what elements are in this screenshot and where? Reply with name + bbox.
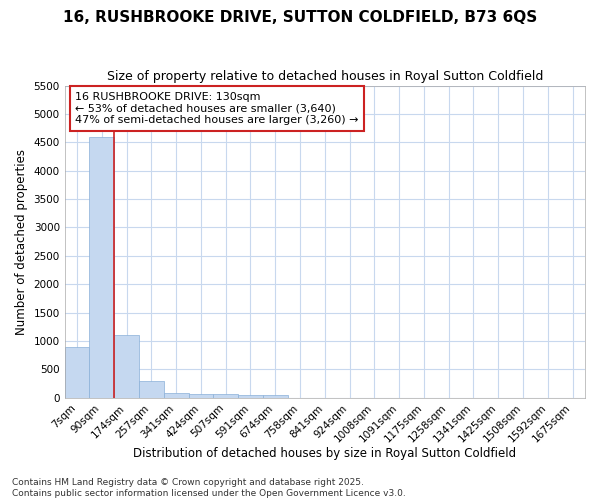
Bar <box>114 336 139 398</box>
Bar <box>89 136 114 398</box>
Text: 16 RUSHBROOKE DRIVE: 130sqm
← 53% of detached houses are smaller (3,640)
47% of : 16 RUSHBROOKE DRIVE: 130sqm ← 53% of det… <box>75 92 359 125</box>
Bar <box>238 395 263 398</box>
X-axis label: Distribution of detached houses by size in Royal Sutton Coldfield: Distribution of detached houses by size … <box>133 447 517 460</box>
Text: Contains HM Land Registry data © Crown copyright and database right 2025.
Contai: Contains HM Land Registry data © Crown c… <box>12 478 406 498</box>
Y-axis label: Number of detached properties: Number of detached properties <box>15 148 28 334</box>
Bar <box>139 381 164 398</box>
Bar <box>65 346 89 398</box>
Text: 16, RUSHBROOKE DRIVE, SUTTON COLDFIELD, B73 6QS: 16, RUSHBROOKE DRIVE, SUTTON COLDFIELD, … <box>63 10 537 25</box>
Bar <box>214 394 238 398</box>
Bar <box>188 394 214 398</box>
Bar <box>164 392 188 398</box>
Title: Size of property relative to detached houses in Royal Sutton Coldfield: Size of property relative to detached ho… <box>107 70 543 83</box>
Bar <box>263 395 287 398</box>
